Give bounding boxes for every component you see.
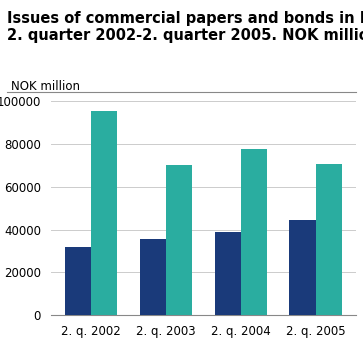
Bar: [316, 164, 342, 315]
Bar: [166, 165, 192, 315]
Bar: [91, 111, 117, 315]
Text: NOK million: NOK million: [11, 80, 80, 93]
Bar: [140, 239, 166, 315]
Legend: Bonds, Commercial papers: Bonds, Commercial papers: [90, 359, 317, 362]
Bar: [289, 220, 316, 315]
Bar: [241, 150, 267, 315]
Text: Issues of commercial papers and bonds in Norway.
2. quarter 2002-2. quarter 2005: Issues of commercial papers and bonds in…: [7, 11, 363, 43]
Bar: [215, 232, 241, 315]
Bar: [65, 247, 91, 315]
